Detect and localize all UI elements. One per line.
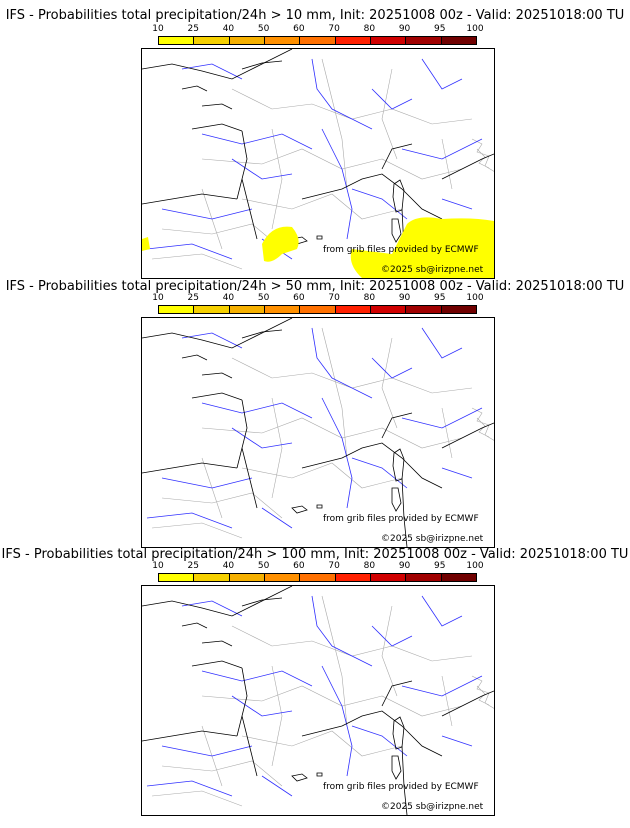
colorbar-segment xyxy=(441,306,476,313)
colorbar-tick-label: 60 xyxy=(293,293,305,303)
colorbar-segment xyxy=(229,306,265,313)
colorbar-tick-label: 10 xyxy=(152,293,164,303)
colorbar-segment xyxy=(300,574,336,581)
colorbar-segment xyxy=(370,574,407,581)
colorbar-tick-label: 100 xyxy=(466,293,484,303)
colorbar-tick-label: 80 xyxy=(363,293,376,303)
colorbar-tick-label: 90 xyxy=(398,561,411,571)
colorbar-segment xyxy=(159,574,195,581)
copyright: ©2025 sb@irizpne.net xyxy=(381,534,484,544)
colorbar-segment xyxy=(300,37,336,44)
colorbar-tick-label: 95 xyxy=(434,24,446,34)
colorbar-tick-label: 100 xyxy=(466,24,484,34)
colorbar-segment xyxy=(194,37,230,44)
panel-title: IFS - Probabilities total precipitation/… xyxy=(1,547,629,562)
colorbar-segment xyxy=(441,37,476,44)
colorbar xyxy=(158,573,477,582)
colorbar-tick-label: 40 xyxy=(222,293,235,303)
colorbar-tick-label: 50 xyxy=(257,561,270,571)
source-credit: from grib files provided by ECMWF xyxy=(323,514,479,524)
colorbar-tick-label: 25 xyxy=(187,293,199,303)
colorbar-tick-label: 50 xyxy=(257,24,270,34)
colorbar-tick-label: 70 xyxy=(328,293,340,303)
colorbar-tick-label: 40 xyxy=(222,24,235,34)
colorbar-segment xyxy=(335,306,371,313)
colorbar-segment xyxy=(264,574,301,581)
colorbar xyxy=(158,36,477,45)
map[interactable]: from grib files provided by ECMWF ©2025 … xyxy=(141,317,495,548)
colorbar-segment xyxy=(229,574,265,581)
colorbar-tick-label: 90 xyxy=(398,24,411,34)
colorbar-segment xyxy=(159,306,195,313)
colorbar-segment xyxy=(300,306,336,313)
colorbar-segment xyxy=(264,37,301,44)
colorbar-ticks: 10 25 40 50 60 70 80 90 95 100 xyxy=(152,293,483,303)
precip-area xyxy=(142,217,494,278)
colorbar-tick-label: 80 xyxy=(363,561,376,571)
panel-title: IFS - Probabilities total precipitation/… xyxy=(5,279,625,294)
colorbar-tick-label: 70 xyxy=(328,561,340,571)
map[interactable]: from grib files provided by ECMWF ©2025 … xyxy=(141,48,495,279)
map[interactable]: from grib files provided by ECMWF ©2025 … xyxy=(141,585,495,816)
source-credit: from grib files provided by ECMWF xyxy=(323,782,479,792)
colorbar-ticks: 10 25 40 50 60 70 80 90 95 100 xyxy=(152,24,483,34)
colorbar-tick-label: 100 xyxy=(466,561,484,571)
colorbar xyxy=(158,305,477,314)
source-credit: from grib files provided by ECMWF xyxy=(323,245,479,255)
colorbar-segment xyxy=(194,306,230,313)
colorbar-segment xyxy=(335,37,371,44)
colorbar-segment xyxy=(370,37,407,44)
colorbar-segment xyxy=(229,37,265,44)
colorbar-tick-label: 10 xyxy=(152,24,164,34)
colorbar-tick-label: 60 xyxy=(293,561,305,571)
colorbar-segment xyxy=(406,574,442,581)
copyright: ©2025 sb@irizpne.net xyxy=(381,802,484,812)
colorbar-segment xyxy=(441,574,476,581)
colorbar-tick-label: 95 xyxy=(434,293,446,303)
colorbar-tick-label: 90 xyxy=(398,293,411,303)
colorbar-tick-label: 80 xyxy=(363,24,376,34)
colorbar-tick-label: 70 xyxy=(328,24,340,34)
colorbar-segment xyxy=(406,306,442,313)
colorbar-segment xyxy=(194,574,230,581)
colorbar-tick-label: 25 xyxy=(187,561,199,571)
colorbar-segment xyxy=(406,37,442,44)
panel-title: IFS - Probabilities total precipitation/… xyxy=(5,8,625,23)
colorbar-segment xyxy=(370,306,407,313)
colorbar-tick-label: 95 xyxy=(434,561,446,571)
colorbar-segment xyxy=(264,306,301,313)
colorbar-tick-label: 40 xyxy=(222,561,235,571)
colorbar-tick-label: 60 xyxy=(293,24,305,34)
colorbar-tick-label: 10 xyxy=(152,561,164,571)
colorbar-segment xyxy=(335,574,371,581)
colorbar-ticks: 10 25 40 50 60 70 80 90 95 100 xyxy=(152,561,483,571)
colorbar-tick-label: 25 xyxy=(187,24,199,34)
colorbar-segment xyxy=(159,37,195,44)
copyright: ©2025 sb@irizpne.net xyxy=(381,265,484,275)
colorbar-tick-label: 50 xyxy=(257,293,270,303)
